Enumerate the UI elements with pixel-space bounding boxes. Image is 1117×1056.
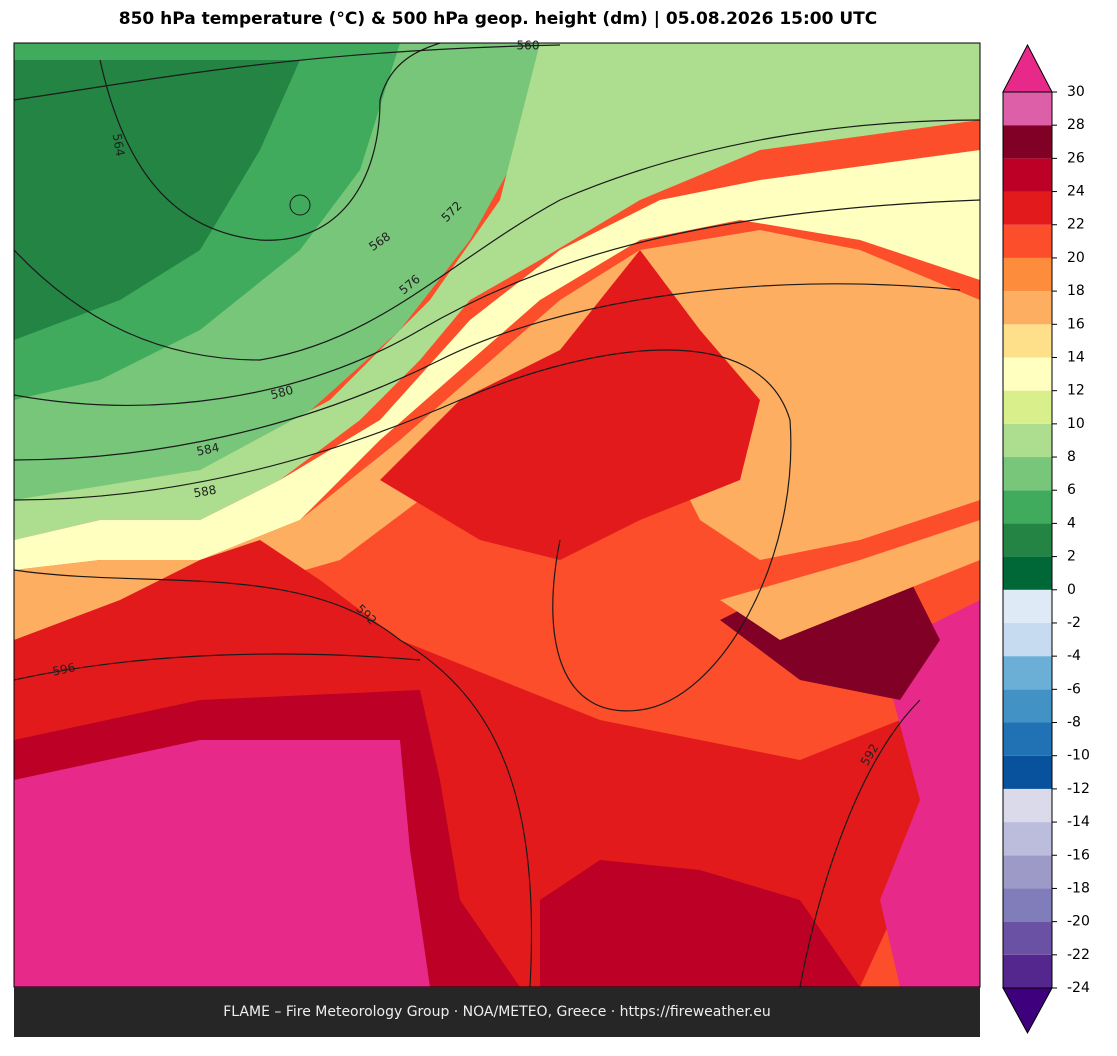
colorbar-over (1002, 43, 1053, 93)
contour-label: 584 (195, 440, 220, 458)
colorbar-tick-label: -4 (1067, 648, 1081, 664)
footer: FLAME – Fire Meteorology Group · NOA/MET… (223, 1004, 771, 1020)
colorbar-bin (1003, 390, 1052, 424)
colorbar-bin (1003, 92, 1052, 126)
colorbar-tick-label: -14 (1067, 814, 1090, 830)
colorbar-tick-label: -24 (1067, 980, 1090, 996)
colorbar-tick-label: 2 (1067, 549, 1076, 565)
colorbar-bin (1003, 357, 1052, 391)
colorbar-under (1002, 987, 1053, 1035)
contour-label: 596 (51, 660, 76, 678)
colorbar-tick-label: 28 (1067, 117, 1085, 133)
colorbar-tick-label: 24 (1067, 184, 1085, 200)
colorbar-tick-label: -2 (1067, 615, 1081, 631)
colorbar-bin (1003, 888, 1052, 922)
colorbar-tick-label: 30 (1067, 84, 1085, 100)
colorbar-bin (1003, 324, 1052, 358)
colorbar-tick-label: 10 (1067, 416, 1085, 432)
colorbar-bin (1003, 125, 1052, 159)
colorbar-bin (1003, 423, 1052, 458)
colorbar-tick-label: -12 (1067, 781, 1090, 797)
colorbar-tick-label: 22 (1067, 217, 1085, 233)
colorbar-bin (1003, 822, 1052, 856)
colorbar-tick-label: -18 (1067, 880, 1090, 896)
contour-label: 588 (192, 483, 217, 501)
colorbar-bin (1003, 291, 1052, 325)
footer-bar (14, 987, 980, 1037)
colorbar-tick-label: 16 (1067, 316, 1085, 332)
colorbar-tick-label: -10 (1067, 748, 1090, 764)
colorbar-tick-label: 12 (1067, 383, 1085, 399)
title: 850 hPa temperature (°C) & 500 hPa geop.… (119, 9, 878, 29)
colorbar-tick-label: -16 (1067, 847, 1090, 863)
colorbar-bin (1003, 556, 1052, 590)
colorbar-bin (1003, 257, 1052, 292)
contour-label: 564 (110, 132, 128, 157)
colorbar-tick-label: -20 (1067, 914, 1090, 930)
colorbar-bin (1003, 158, 1052, 192)
colorbar-tick-label: 20 (1067, 250, 1085, 266)
colorbar-tick-label: 8 (1067, 449, 1076, 465)
colorbar-bin (1003, 954, 1052, 988)
colorbar-tick-label: 6 (1067, 482, 1076, 498)
colorbar-bin (1003, 622, 1052, 657)
colorbar-bin (1003, 855, 1052, 889)
colorbar-bin (1003, 788, 1052, 823)
map (14, 43, 980, 987)
colorbar-tick-label: 26 (1067, 150, 1085, 166)
colorbar-tick-label: 14 (1067, 349, 1085, 365)
colorbar-bin (1003, 921, 1052, 955)
colorbar-bin (1003, 722, 1052, 756)
colorbar-bin (1003, 689, 1052, 723)
colorbar-bin (1003, 490, 1052, 524)
colorbar-bin (1003, 191, 1052, 225)
contour-label: 580 (269, 383, 295, 402)
colorbar-bin (1003, 523, 1052, 557)
colorbar-tick-label: 18 (1067, 283, 1085, 299)
colorbar-tick-label: -6 (1067, 681, 1081, 697)
colorbar-tick-label: 0 (1067, 582, 1076, 598)
colorbar-bin (1003, 755, 1052, 789)
colorbar-bin (1003, 589, 1052, 623)
colorbar-tick-label: 4 (1067, 515, 1076, 531)
colorbar-tick-label: -22 (1067, 947, 1090, 963)
colorbar-bin (1003, 224, 1052, 258)
contour-label: 560 (517, 39, 540, 53)
colorbar-tick-label: -8 (1067, 715, 1081, 731)
colorbar-frame (1002, 91, 1053, 989)
colorbar-bin (1003, 457, 1052, 491)
colorbar-bin (1003, 656, 1052, 690)
